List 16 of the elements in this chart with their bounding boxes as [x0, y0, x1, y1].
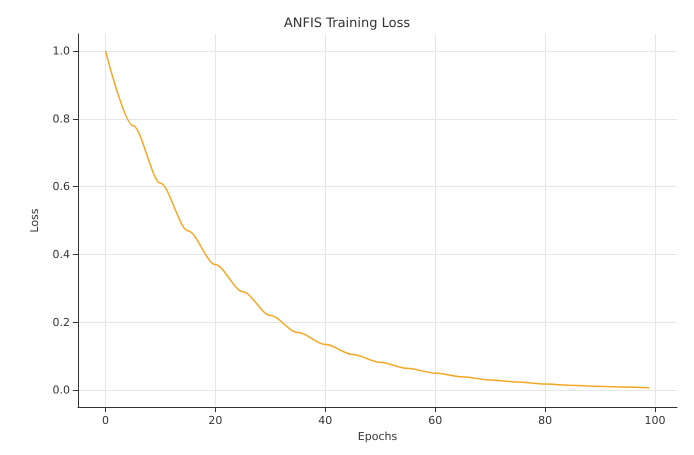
- y-tick-label: 0.0: [52, 384, 70, 397]
- x-tick-label: 40: [318, 414, 332, 428]
- y-tick-label: 0.2: [52, 316, 70, 329]
- x-tick-label: 20: [208, 414, 222, 428]
- y-axis-title: Loss: [28, 208, 41, 233]
- chart-title: ANFIS Training Loss: [284, 16, 410, 31]
- y-tick-label: 0.8: [52, 112, 70, 126]
- y-tick-label: 1.0: [52, 44, 70, 58]
- x-axis-title: Epochs: [358, 430, 398, 443]
- line-series: [104, 50, 650, 389]
- y-tick-label: 0.6: [52, 180, 70, 194]
- x-tick-label: 100: [644, 414, 666, 428]
- y-tick-label: 0.4: [52, 248, 70, 261]
- x-tick-label: 0: [102, 414, 109, 428]
- x-tick-label: 80: [538, 414, 552, 428]
- x-tick-label: 60: [428, 414, 442, 428]
